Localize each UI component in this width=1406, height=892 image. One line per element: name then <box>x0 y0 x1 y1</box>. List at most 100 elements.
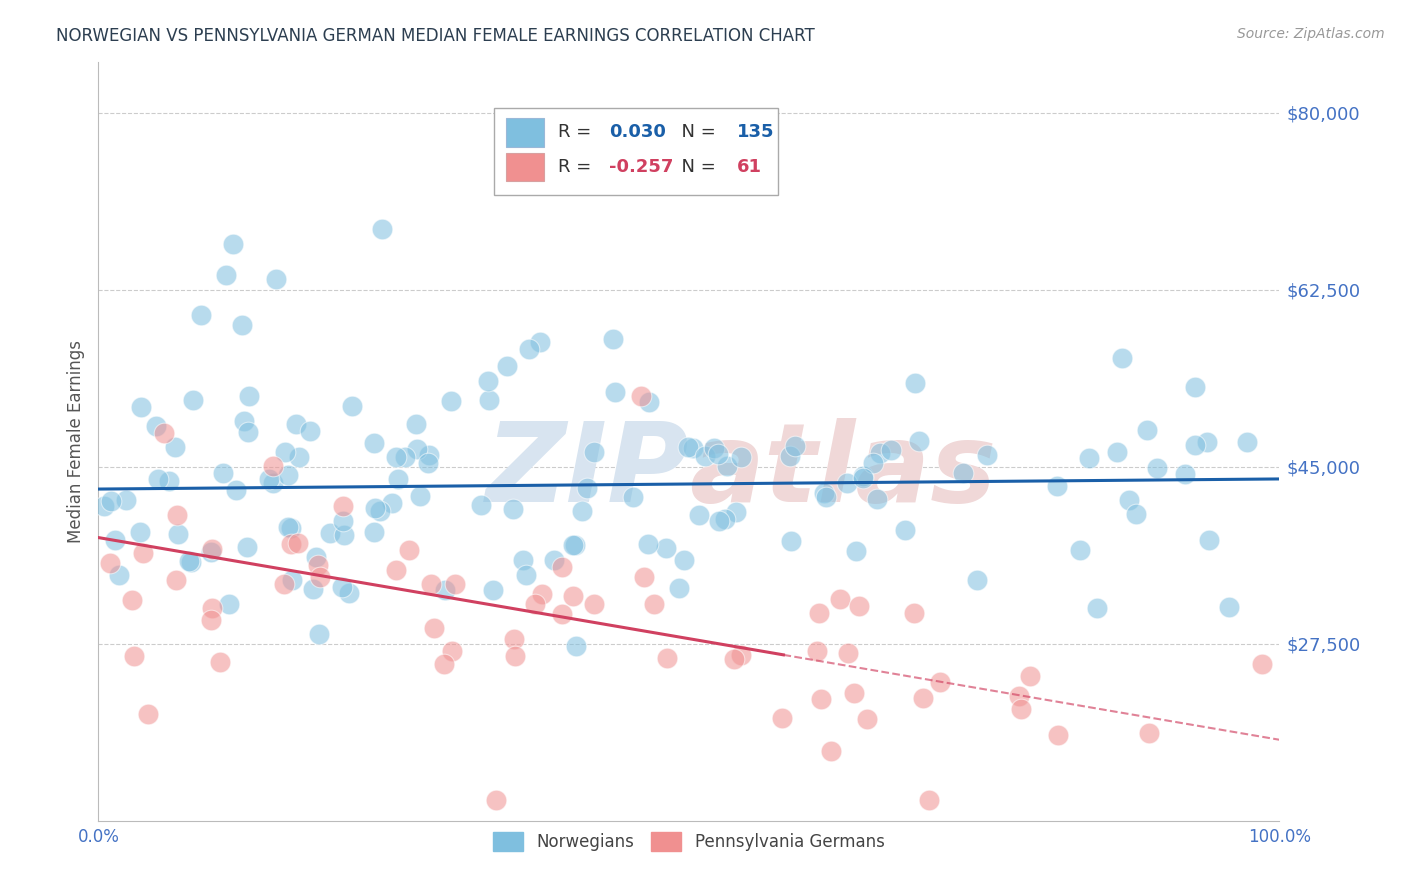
FancyBboxPatch shape <box>506 118 544 146</box>
Point <box>730 450 752 465</box>
Point <box>287 535 309 549</box>
Point <box>1047 728 1070 742</box>
FancyBboxPatch shape <box>494 108 778 195</box>
Point <box>1111 351 1133 365</box>
Point <box>409 489 432 503</box>
Point <box>485 793 508 807</box>
Point <box>277 467 299 482</box>
Point <box>231 318 253 333</box>
Point <box>200 545 222 559</box>
Point <box>723 652 745 666</box>
Point <box>582 444 605 458</box>
Point <box>837 646 859 660</box>
Point <box>1118 493 1140 508</box>
Text: R =: R = <box>558 123 596 141</box>
Point <box>894 523 917 537</box>
Point <box>530 587 553 601</box>
Point <box>1010 702 1032 716</box>
Point <box>340 399 363 413</box>
Point <box>852 471 875 485</box>
Point <box>917 793 939 807</box>
Point <box>1184 380 1206 394</box>
Point <box>201 601 224 615</box>
Text: 0.030: 0.030 <box>609 123 665 141</box>
Point <box>238 389 260 403</box>
Point <box>716 458 738 473</box>
Point <box>262 475 284 490</box>
Point <box>637 537 659 551</box>
Point <box>132 546 155 560</box>
Point <box>808 607 831 621</box>
Point <box>165 573 187 587</box>
Point <box>820 744 842 758</box>
Text: R =: R = <box>558 158 596 176</box>
Point <box>423 622 446 636</box>
Point <box>274 445 297 459</box>
Point <box>637 394 659 409</box>
Point <box>364 500 387 515</box>
Point <box>724 505 747 519</box>
Point <box>668 581 690 595</box>
Point <box>470 498 492 512</box>
Point <box>583 597 606 611</box>
Point <box>215 268 238 282</box>
Point <box>129 400 152 414</box>
Point <box>1139 725 1161 739</box>
Point <box>1069 543 1091 558</box>
Point <box>177 554 200 568</box>
Point <box>441 644 464 658</box>
Point <box>676 440 699 454</box>
Point <box>406 442 429 457</box>
Point <box>551 560 574 574</box>
Point <box>433 657 456 671</box>
Point <box>688 508 710 523</box>
Point <box>842 685 865 699</box>
Point <box>714 512 737 526</box>
Point <box>605 384 627 399</box>
Point <box>225 483 247 497</box>
Point <box>815 490 838 504</box>
Point <box>478 392 501 407</box>
Point <box>869 446 891 460</box>
Point <box>515 568 537 582</box>
Point <box>387 473 409 487</box>
Point <box>730 648 752 662</box>
Point <box>363 436 385 450</box>
Point <box>770 711 793 725</box>
Text: N =: N = <box>671 123 721 141</box>
Point <box>381 496 404 510</box>
Point <box>564 639 586 653</box>
Point <box>273 577 295 591</box>
Point <box>157 474 180 488</box>
Point <box>262 458 284 473</box>
Point <box>363 524 385 539</box>
Point <box>1195 435 1218 450</box>
Point <box>952 466 974 480</box>
Point <box>264 272 287 286</box>
Point <box>200 613 222 627</box>
Point <box>166 508 188 522</box>
Y-axis label: Median Female Earnings: Median Female Earnings <box>66 340 84 543</box>
Point <box>304 549 326 564</box>
Point <box>104 533 127 547</box>
Text: Source: ZipAtlas.com: Source: ZipAtlas.com <box>1237 27 1385 41</box>
Point <box>543 553 565 567</box>
Point <box>433 583 456 598</box>
Point <box>855 712 877 726</box>
Point <box>904 376 927 390</box>
Point <box>368 503 391 517</box>
Point <box>128 524 150 539</box>
Point <box>519 343 541 357</box>
Point <box>707 447 730 461</box>
Point <box>912 690 935 705</box>
Point <box>477 374 499 388</box>
Point <box>405 417 427 432</box>
Point <box>440 394 463 409</box>
Point <box>236 540 259 554</box>
Point <box>167 527 190 541</box>
Point <box>703 441 725 455</box>
Point <box>903 606 925 620</box>
Point <box>602 332 624 346</box>
Point <box>709 514 731 528</box>
Text: 135: 135 <box>737 123 775 141</box>
